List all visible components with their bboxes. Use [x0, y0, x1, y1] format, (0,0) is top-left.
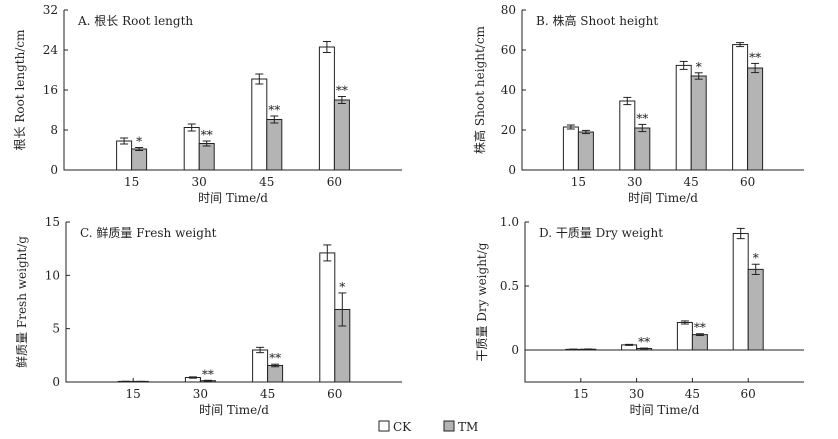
- x-axis-title: 时间 Time/d: [628, 191, 698, 205]
- x-axis-title: 时间 Time/d: [199, 403, 269, 417]
- y-tick-label: 32: [43, 3, 58, 17]
- y-tick-label: 5: [52, 322, 60, 336]
- y-tick-label: 16: [43, 83, 58, 97]
- x-tick-label: 30: [192, 175, 207, 189]
- y-tick-label: 24: [43, 43, 59, 57]
- significance-marker: *: [753, 251, 759, 265]
- bar-tm-45: [690, 75, 707, 171]
- y-tick-label: 0: [511, 343, 519, 357]
- x-tick-label: 30: [629, 387, 644, 401]
- y-tick-label: 8: [50, 123, 58, 137]
- x-tick-label: 15: [126, 387, 141, 401]
- significance-marker: **: [638, 335, 650, 349]
- bar-ck-45: [676, 321, 693, 351]
- axis-lines: [65, 222, 402, 383]
- y-tick-label: 20: [501, 123, 516, 137]
- bar-tm-60: [747, 67, 764, 171]
- bar-ck-15: [116, 140, 133, 171]
- x-tick-label: 60: [327, 175, 342, 189]
- bar-tm-30: [634, 127, 651, 171]
- x-tick-label: 45: [685, 387, 700, 401]
- chart-title: B. 株高 Shoot height: [536, 13, 658, 28]
- x-tick-label: 45: [684, 175, 699, 189]
- y-tick-label: 1.0: [500, 215, 519, 229]
- bar-tm-45: [691, 334, 708, 351]
- bar-ck-45: [675, 64, 692, 171]
- axis-lines: [63, 10, 402, 171]
- significance-marker: **: [694, 321, 706, 335]
- y-tick-label: 10: [45, 268, 60, 282]
- y-axis-title: 根长 Root length/cm: [13, 29, 27, 151]
- significance-marker: *: [696, 60, 702, 74]
- x-tick-label: 45: [260, 387, 275, 401]
- x-tick-label: 60: [740, 175, 755, 189]
- significance-marker: *: [339, 280, 345, 294]
- chart-panel-c: 0 5 10 15 15 30 ** 45 ** 60 * C. 鲜质量 Fresh weight 时间…: [15, 215, 402, 417]
- chart-panel-d: 0 0.5 1.0 15 30 ** 45 ** 60 * D. 干质量 Dry weight 时间 …: [475, 215, 804, 417]
- y-axis-title: 鲜质量 Fresh weight/g: [15, 236, 29, 368]
- y-tick-label: 0: [50, 163, 58, 177]
- y-tick-label: 0: [52, 375, 60, 389]
- legend-swatch-ck: [378, 420, 390, 432]
- x-tick-label: 15: [124, 175, 139, 189]
- bar-ck-60: [732, 233, 749, 351]
- bar-ck-60: [318, 46, 335, 171]
- x-tick-label: 15: [571, 175, 586, 189]
- bar-ck-45: [251, 78, 268, 171]
- significance-marker: *: [136, 135, 142, 149]
- bar-ck-60: [319, 252, 336, 383]
- y-tick-label: 0.5: [500, 279, 519, 293]
- y-axis-title: 株高 Shoot height/cm: [472, 25, 487, 154]
- x-tick-label: 15: [573, 387, 588, 401]
- bar-tm-15: [577, 131, 594, 171]
- significance-marker: **: [202, 367, 214, 381]
- significance-marker: **: [636, 111, 648, 125]
- significance-marker: **: [269, 351, 281, 365]
- legend-swatch-tm: [443, 420, 455, 432]
- bar-ck-15: [562, 126, 579, 171]
- bar-ck-30: [619, 100, 636, 171]
- axis-lines: [524, 222, 804, 383]
- bar-ck-60: [732, 44, 749, 171]
- y-tick-label: 40: [501, 83, 516, 97]
- y-tick-label: 60: [501, 43, 516, 57]
- chart-panel-a: 0 8 16 24 32 15 * 30 ** 45 ** 60 ** A. 根长 Root length…: [13, 3, 402, 205]
- bar-tm-60: [333, 99, 350, 171]
- x-tick-label: 60: [741, 387, 756, 401]
- x-axis-title: 时间 Time/d: [198, 191, 268, 205]
- x-tick-label: 60: [327, 387, 342, 401]
- bar-ck-30: [183, 127, 200, 171]
- legend-label-tm: TM: [458, 420, 478, 434]
- legend-label-ck: CK: [393, 420, 412, 434]
- x-tick-label: 30: [193, 387, 208, 401]
- significance-marker: **: [336, 84, 348, 98]
- significance-marker: **: [749, 50, 761, 64]
- bar-tm-45: [267, 364, 284, 383]
- significance-marker: **: [268, 103, 280, 117]
- x-tick-label: 45: [259, 175, 274, 189]
- x-axis-title: 时间 Time/d: [630, 403, 700, 417]
- chart-title: A. 根长 Root length: [77, 14, 193, 28]
- bar-tm-60: [747, 268, 764, 351]
- chart-panel-b: 0 20 40 60 80 15 30 ** 45 * 60 ** B. 株高 Shoot height…: [472, 3, 804, 205]
- significance-marker: **: [201, 128, 213, 142]
- chart-title: D. 干质量 Dry weight: [539, 226, 663, 240]
- x-tick-label: 30: [627, 175, 642, 189]
- y-axis-title: 干质量 Dry weight/g: [475, 242, 489, 361]
- bar-tm-30: [198, 143, 215, 171]
- y-tick-label: 15: [45, 215, 60, 229]
- bar-tm-15: [131, 148, 148, 171]
- y-tick-label: 0: [508, 163, 516, 177]
- y-tick-label: 80: [501, 3, 516, 17]
- chart-title: C. 鲜质量 Fresh weight: [80, 226, 217, 240]
- bar-tm-45: [266, 119, 283, 171]
- bar-ck-45: [252, 349, 269, 383]
- legend: CK TM: [378, 420, 478, 434]
